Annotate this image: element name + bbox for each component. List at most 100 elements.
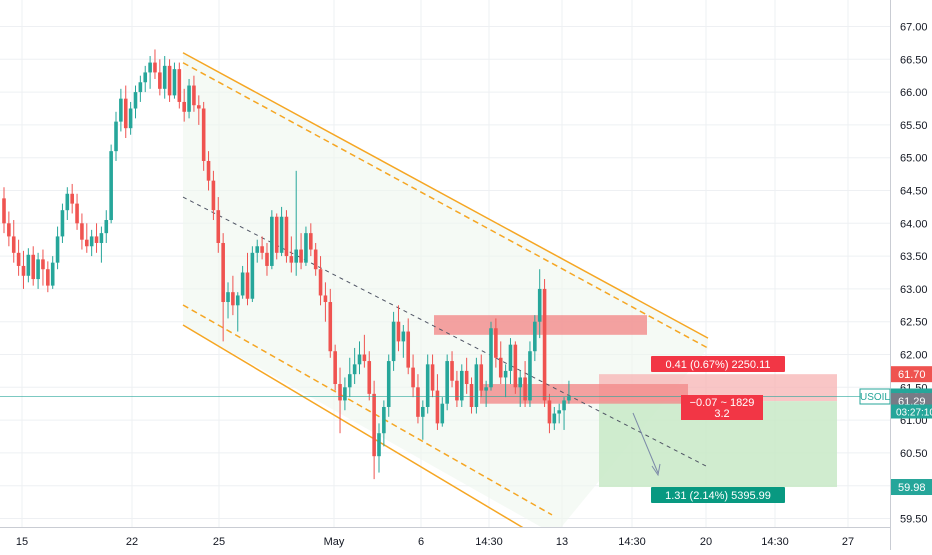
channel-upper-line[interactable] [182, 52, 709, 339]
y-tick-label: 66.00 [900, 87, 928, 99]
candle [406, 318, 411, 375]
candle-body [416, 387, 420, 417]
candle-body [528, 351, 532, 401]
candle-body [294, 249, 298, 263]
candle [347, 357, 352, 398]
candle [211, 170, 216, 221]
candle [21, 250, 26, 289]
candle-body [182, 101, 186, 112]
candle [133, 85, 138, 119]
resistance-zone-2[interactable] [480, 384, 688, 404]
y-tick-label: 64.50 [900, 186, 928, 198]
symbol-tag[interactable]: USOIL [859, 388, 891, 405]
candle [177, 62, 182, 109]
candle [26, 248, 31, 283]
candle-body [498, 357, 503, 378]
symbol-tag-bg [859, 388, 891, 405]
price-badge: 61.70 [891, 366, 932, 383]
candle-body [274, 216, 279, 253]
candle [11, 220, 16, 263]
x-tick-label: 15 [16, 536, 28, 548]
channel-lower-inner-line[interactable] [182, 304, 553, 516]
x-tick-label: 14:30 [475, 536, 503, 548]
candle [114, 111, 118, 161]
candle-body [304, 233, 308, 263]
candle [36, 252, 40, 289]
candle [143, 65, 148, 93]
candle [557, 403, 561, 424]
candle [372, 380, 376, 480]
candle [333, 344, 337, 391]
candle-body [153, 62, 157, 73]
candle-body [240, 272, 245, 296]
candle [396, 305, 401, 352]
candle [352, 347, 357, 385]
candle [489, 321, 493, 391]
price-axis-bg [890, 0, 932, 550]
candle-body [162, 65, 167, 89]
candle [357, 341, 362, 375]
candle [299, 233, 303, 270]
candle-body [201, 108, 206, 161]
target-label[interactable]: 1.31 (2.14%) 5395.99 [651, 487, 785, 503]
candle-body [562, 400, 566, 411]
candle-body [484, 387, 488, 391]
candle [41, 249, 45, 286]
projection-arrow-line [632, 412, 659, 474]
candle [128, 101, 133, 135]
candle-body [231, 292, 235, 306]
candle-body [343, 387, 347, 401]
candle-body [70, 193, 74, 204]
candle-body [494, 328, 498, 358]
candle [430, 354, 435, 398]
candle-body [323, 295, 328, 303]
candle-body [226, 292, 230, 303]
candle [318, 256, 323, 306]
candle-body [450, 361, 454, 381]
candle-body [352, 364, 357, 375]
candle-body [401, 331, 406, 342]
channel-lower-line[interactable] [182, 324, 536, 536]
candle-body [542, 288, 547, 401]
candle [201, 101, 206, 171]
x-tick-label: 14:30 [618, 536, 646, 548]
candle-layer [2, 49, 571, 480]
candle-body [333, 351, 337, 385]
candle-body [11, 236, 16, 253]
candle-body [99, 233, 104, 243]
candle-body [489, 328, 493, 388]
projection-arrow-head [651, 463, 661, 477]
candle-body [138, 82, 143, 93]
candle-body [119, 98, 123, 122]
y-tick-label: 60.50 [900, 448, 928, 460]
stop-label-text: 0.41 (0.67%) 2250.11 [666, 359, 771, 371]
candle [162, 56, 167, 99]
candle [309, 223, 313, 257]
price-badge-bg [891, 366, 932, 383]
candle-body [474, 364, 479, 407]
candle [411, 354, 415, 398]
candle [70, 183, 74, 214]
resistance-zone-1[interactable] [434, 315, 647, 335]
candle-body [211, 180, 216, 211]
candle [65, 187, 70, 221]
countdown-bg [891, 404, 932, 419]
candle-body [235, 295, 240, 306]
stop-label[interactable]: 0.41 (0.67%) 2250.11 [651, 356, 785, 372]
candle-body [50, 262, 55, 286]
y-tick-label: 63.50 [900, 251, 928, 263]
candle-body [31, 254, 36, 280]
candle [192, 75, 196, 112]
candle [109, 144, 113, 224]
candle-body [289, 256, 294, 263]
candle-body [109, 151, 113, 221]
candle [7, 211, 11, 247]
candle-body [221, 242, 225, 303]
candle [503, 364, 508, 398]
candle [119, 88, 123, 132]
candle [235, 292, 240, 332]
candle [304, 226, 308, 266]
